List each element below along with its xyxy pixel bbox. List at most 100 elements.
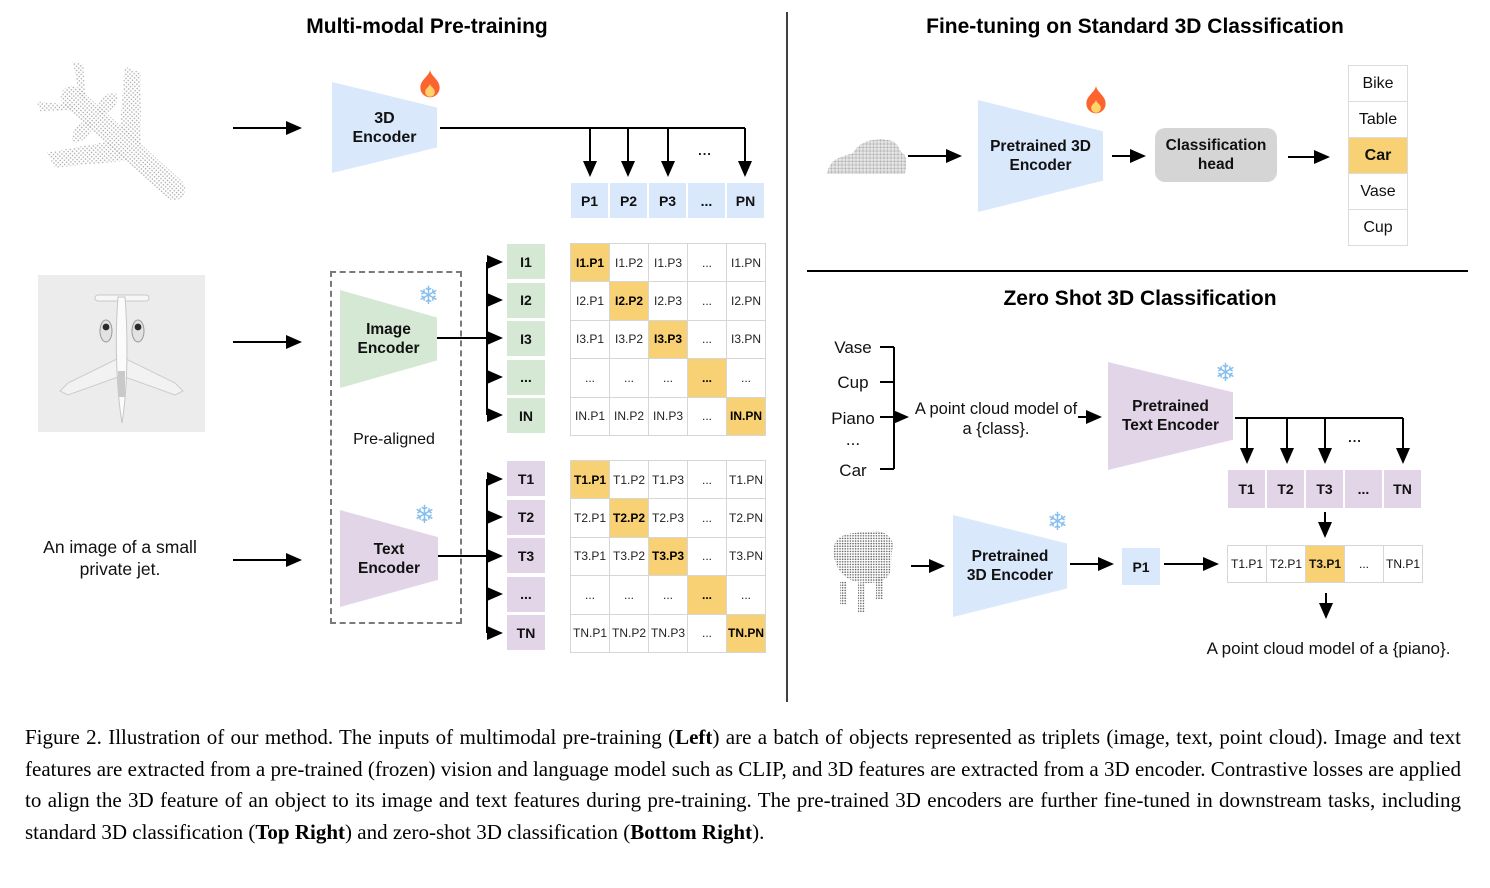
class-prompt-line1: A point cloud model of	[914, 400, 1078, 418]
i-matrix-cell-3-2: ...	[649, 359, 687, 397]
image-feature-column: I1 I2 I3... IN	[507, 244, 545, 433]
image-encoder-label: Image Encoder	[357, 321, 420, 357]
zs-t-cell-4: TN	[1384, 470, 1421, 508]
i-matrix-cell-1-4: I2.PN	[727, 282, 765, 320]
i-matrix-cell-1-0: I2.P1	[571, 282, 609, 320]
t-cell-2: T3	[507, 538, 545, 573]
i-matrix-cell-0-0: I1.P1	[571, 244, 609, 282]
i-matrix-cell-0-3: ...	[688, 244, 726, 282]
class-prompt-line2: a {class}.	[962, 420, 1030, 438]
t-matrix-cell-2-1: T3.P2	[610, 537, 648, 576]
top-right-section-title: Fine-tuning on Standard 3D Classificatio…	[926, 15, 1344, 38]
snowflake-icon: ❄	[1215, 359, 1236, 387]
text-feature-column: T1 T2 T3... TN	[507, 461, 545, 650]
snowflake-icon: ❄	[418, 282, 439, 310]
t-matrix-cell-0-0: T1.P1	[571, 461, 609, 499]
pretrained-3d-encoder-finetune: Pretrained 3D Encoder	[978, 100, 1103, 212]
i-matrix-cell-4-0: IN.P1	[571, 397, 609, 435]
class-cell-0: Bike	[1349, 66, 1407, 101]
bottom-right-section-title: Zero Shot 3D Classification	[1003, 287, 1277, 310]
t-matrix-cell-3-0: ...	[571, 576, 609, 614]
t-matrix-cell-0-2: T1.P3	[649, 461, 687, 499]
zs-class-0: Vase	[834, 338, 872, 357]
bracket-class-prompts	[880, 346, 895, 470]
i-matrix-cell-1-2: I2.P3	[649, 282, 687, 320]
class-cell-2: Car	[1349, 138, 1407, 173]
flame-icon	[420, 70, 440, 98]
t-matrix-cell-4-1: TN.P2	[610, 614, 648, 652]
t-matrix-cell-4-4: TN.PN	[727, 614, 765, 652]
i-matrix-cell-3-1: ...	[610, 359, 648, 397]
i-matrix-cell-0-4: I1.PN	[727, 244, 765, 282]
zs-result-cell-4: TN.P1	[1384, 546, 1422, 582]
t-matrix-cell-2-0: T3.P1	[571, 537, 609, 576]
p-cell-3: ...	[688, 183, 725, 218]
encoder-3d-label: 3D Encoder	[352, 109, 417, 146]
t-matrix-cell-4-3: ...	[688, 614, 726, 652]
zero-shot-similarity-row: T1.P1 T2.P1 T3.P1... TN.P1	[1227, 545, 1423, 583]
text-encoder-label: Text Encoder	[357, 540, 420, 577]
i-cell-2: I3	[507, 321, 545, 356]
text-point-similarity-matrix: T1.P1 T1.P2 T1.P3... T1.PN T2.P1 T2.P2 T2.P3..…	[570, 460, 766, 653]
class-cell-4: Cup	[1349, 210, 1407, 245]
p-columns-ellipsis: ...	[698, 143, 712, 158]
t-matrix-cell-2-4: T3.PN	[727, 537, 765, 576]
zs-result-cell-2: T3.P1	[1306, 546, 1344, 582]
p-cell-0: P1	[571, 183, 608, 218]
t-matrix-cell-3-2: ...	[649, 576, 687, 614]
t-matrix-cell-2-3: ...	[688, 537, 726, 576]
t-cell-3: ...	[507, 576, 545, 612]
i-matrix-cell-4-1: IN.P2	[610, 397, 648, 435]
pretrained-text-encoder-label: Pretrained Text Encoder	[1121, 398, 1220, 434]
i-matrix-cell-0-2: I1.P3	[649, 244, 687, 282]
zs-t-cell-1: T2	[1267, 470, 1304, 508]
i-cell-0: I1	[507, 244, 545, 279]
caption-segment: ) are a batch of objects represented as …	[25, 725, 1461, 844]
zs-result-cell-3: ...	[1345, 546, 1383, 582]
i-matrix-cell-2-4: I3.PN	[727, 320, 765, 359]
i-matrix-cell-1-1: I2.P2	[610, 282, 648, 320]
t-matrix-cell-1-2: T2.P3	[649, 499, 687, 537]
snowflake-icon: ❄	[1047, 508, 1068, 536]
i-matrix-cell-2-0: I3.P1	[571, 320, 609, 359]
t-matrix-cell-0-3: ...	[688, 461, 726, 499]
t-matrix-cell-1-0: T2.P1	[571, 499, 609, 537]
zs-t-cell-2: T3	[1306, 470, 1343, 508]
snowflake-icon: ❄	[414, 501, 435, 529]
i-matrix-cell-3-3: ...	[688, 359, 726, 397]
pretrained-3d-encoder-finetune-label: Pretrained 3D Encoder	[990, 138, 1091, 174]
class-prompt-text: A point cloud model of a {class}.	[905, 399, 1087, 439]
figure-caption: Figure 2. Illustration of our method. Th…	[25, 722, 1461, 848]
left-section-title: Multi-modal Pre-training	[306, 15, 548, 38]
zs-class-1: Cup	[837, 373, 869, 392]
t-matrix-cell-4-0: TN.P1	[571, 614, 609, 652]
p1-feature-box: P1	[1122, 548, 1160, 585]
i-matrix-cell-3-4: ...	[727, 359, 765, 397]
car-point-cloud	[827, 139, 906, 174]
zs-class-4: Car	[839, 461, 867, 480]
i-matrix-cell-2-3: ...	[688, 320, 726, 359]
t-matrix-cell-3-4: ...	[727, 576, 765, 614]
caption-bold-segment: Top Right	[255, 819, 346, 844]
i-matrix-cell-2-1: I3.P2	[610, 320, 648, 359]
zero-shot-text-feature-row: T1 T2 T3... TN	[1228, 470, 1421, 508]
classification-head: Classification head	[1155, 128, 1277, 182]
text-input-caption: An image of a small private jet.	[43, 537, 197, 579]
t-matrix-cell-4-2: TN.P3	[649, 614, 687, 652]
i-matrix-cell-0-1: I1.P2	[610, 244, 648, 282]
caption-segment: Figure 2. Illustration of our method. Th…	[25, 725, 676, 749]
i-matrix-cell-4-4: IN.PN	[727, 397, 765, 435]
t-matrix-cell-1-1: T2.P2	[610, 499, 648, 537]
pretrained-3d-encoder-zeroshot: Pretrained 3D Encoder	[953, 515, 1067, 617]
zs-t-cell-0: T1	[1228, 470, 1265, 508]
caption-segment: ).	[752, 819, 765, 844]
t-cell-1: T2	[507, 499, 545, 535]
piano-point-cloud	[833, 531, 893, 613]
p-cell-2: P3	[649, 183, 686, 218]
p-cell-4: PN	[727, 183, 764, 218]
t-matrix-cell-1-3: ...	[688, 499, 726, 537]
class-cell-3: Vase	[1349, 174, 1407, 209]
t-matrix-cell-3-3: ...	[688, 576, 726, 614]
zero-shot-output-prompt: A point cloud model of a {piano}.	[1206, 639, 1451, 658]
